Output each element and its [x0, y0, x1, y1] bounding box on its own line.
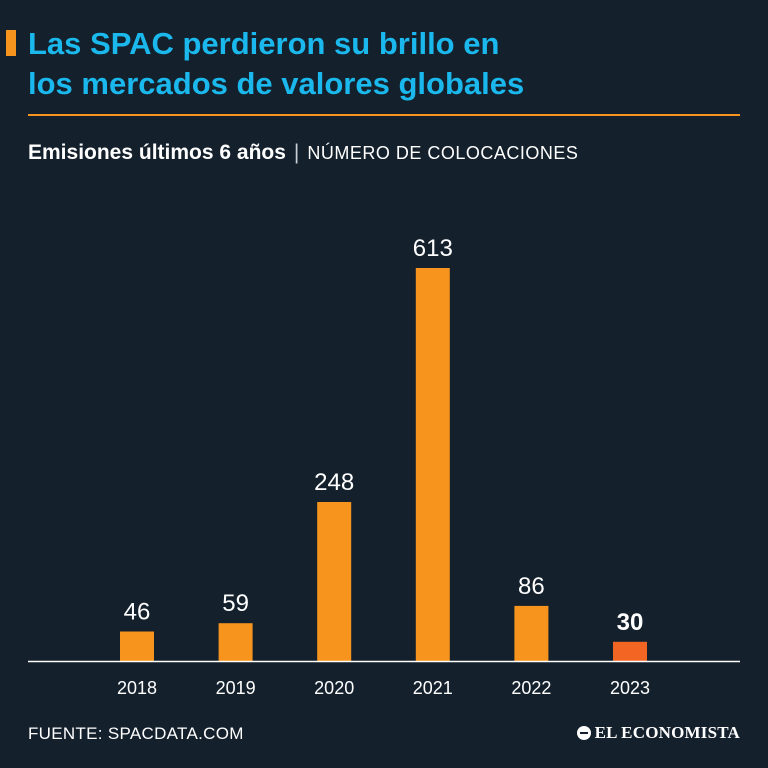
bar-2019	[218, 623, 253, 661]
x-tick-label-2019: 2019	[216, 678, 256, 698]
bar-2020	[317, 502, 352, 661]
subtitle-label: Emisiones últimos 6 años	[28, 141, 286, 164]
page-title: Las SPAC perdieron su brillo en los merc…	[28, 24, 748, 104]
x-tick-label-2022: 2022	[511, 678, 551, 698]
data-label-2023: 30	[617, 609, 644, 636]
data-label-2018: 46	[124, 599, 151, 626]
logo-mark-icon	[576, 726, 591, 740]
title-accent-bar	[6, 30, 16, 56]
x-tick-label-2018: 2018	[117, 678, 157, 698]
subtitle-unit: NÚMERO DE COLOCACIONES	[307, 143, 579, 163]
publisher-logo: EL ECONOMISTA	[576, 723, 740, 743]
logo-text: EL ECONOMISTA	[594, 723, 740, 742]
bar-2021	[415, 268, 450, 661]
bar-2023	[613, 641, 647, 661]
x-tick-label-2020: 2020	[314, 678, 354, 698]
subtitle-separator: |	[293, 141, 300, 164]
x-tick-label-2023: 2023	[610, 678, 650, 698]
title-line-1: Las SPAC perdieron su brillo en	[28, 26, 500, 61]
chart-subtitle: Emisiones últimos 6 años | NÚMERO DE COLOC…	[28, 140, 578, 166]
bar-2018	[120, 631, 154, 661]
source-note: FUENTE: SPACDATA.COM	[28, 724, 244, 743]
title-line-2: los mercados de valores globales	[28, 66, 525, 101]
bar-2022	[514, 605, 549, 661]
data-label-2020: 248	[314, 469, 354, 496]
data-label-2022: 86	[518, 573, 545, 600]
data-label-2019: 59	[222, 590, 249, 617]
title-divider	[28, 114, 740, 116]
x-tick-label-2021: 2021	[413, 678, 453, 698]
data-label-2021: 613	[413, 235, 453, 262]
